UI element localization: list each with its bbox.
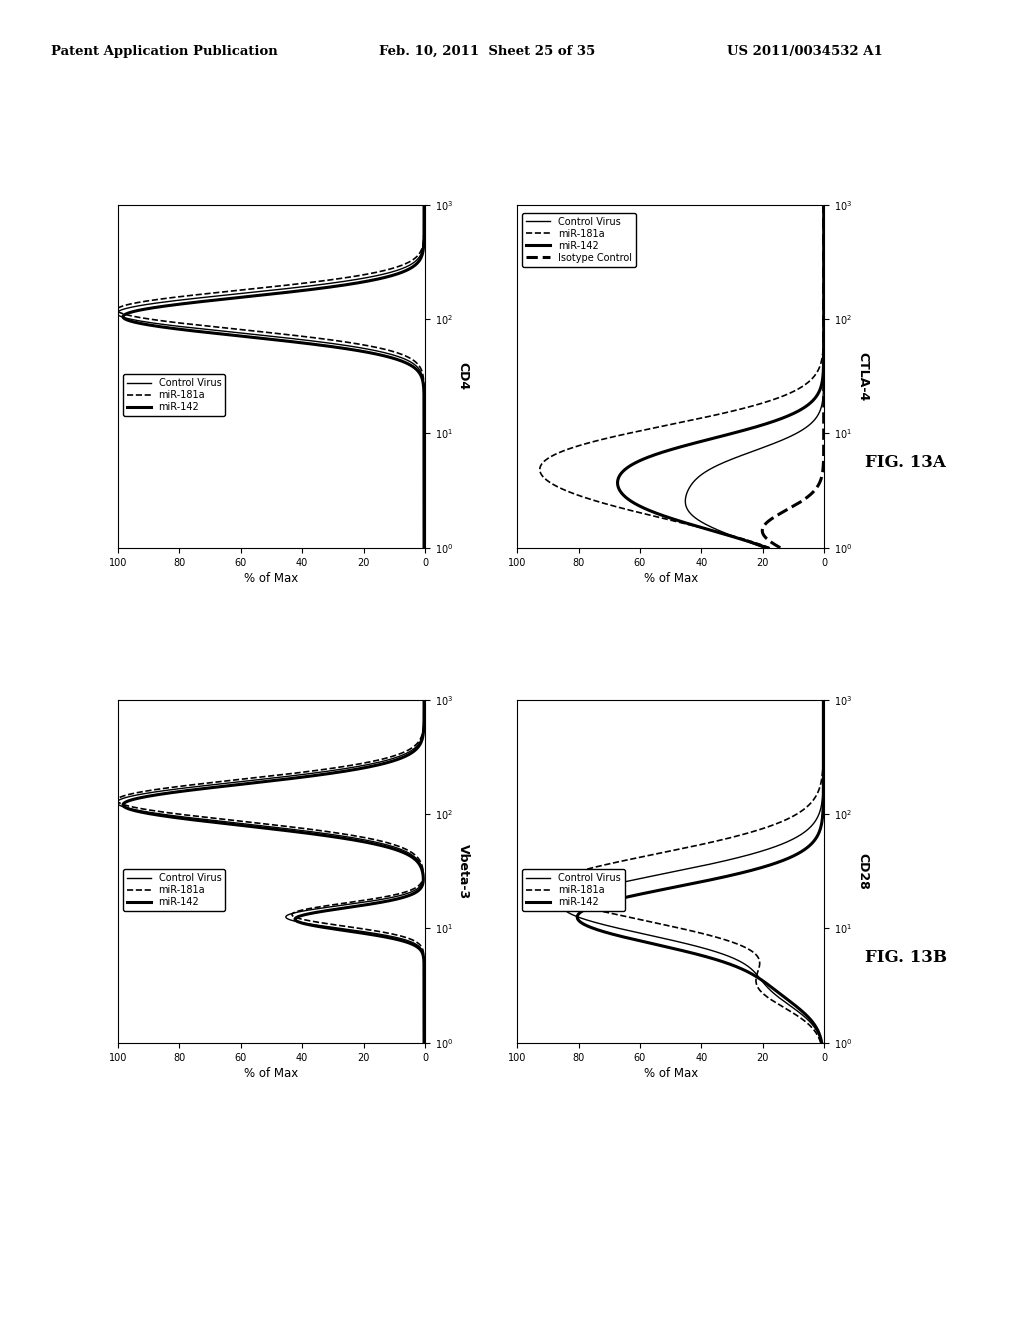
Legend: Control Virus, miR-181a, miR-142, Isotype Control: Control Virus, miR-181a, miR-142, Isotyp… [522, 213, 636, 267]
Legend: Control Virus, miR-181a, miR-142: Control Virus, miR-181a, miR-142 [123, 374, 225, 416]
Text: FIG. 13B: FIG. 13B [865, 949, 947, 965]
Y-axis label: CD28: CD28 [856, 853, 869, 890]
X-axis label: % of Max: % of Max [644, 1067, 697, 1080]
Text: US 2011/0034532 A1: US 2011/0034532 A1 [727, 45, 883, 58]
Y-axis label: CTLA-4: CTLA-4 [856, 351, 869, 401]
Y-axis label: Vbeta-3: Vbeta-3 [457, 843, 470, 899]
X-axis label: % of Max: % of Max [245, 572, 298, 585]
Text: Patent Application Publication: Patent Application Publication [51, 45, 278, 58]
Legend: Control Virus, miR-181a, miR-142: Control Virus, miR-181a, miR-142 [123, 869, 225, 911]
Text: FIG. 13A: FIG. 13A [865, 454, 946, 470]
Text: Feb. 10, 2011  Sheet 25 of 35: Feb. 10, 2011 Sheet 25 of 35 [379, 45, 595, 58]
Legend: Control Virus, miR-181a, miR-142: Control Virus, miR-181a, miR-142 [522, 869, 625, 911]
Y-axis label: CD4: CD4 [457, 362, 470, 391]
X-axis label: % of Max: % of Max [644, 572, 697, 585]
X-axis label: % of Max: % of Max [245, 1067, 298, 1080]
